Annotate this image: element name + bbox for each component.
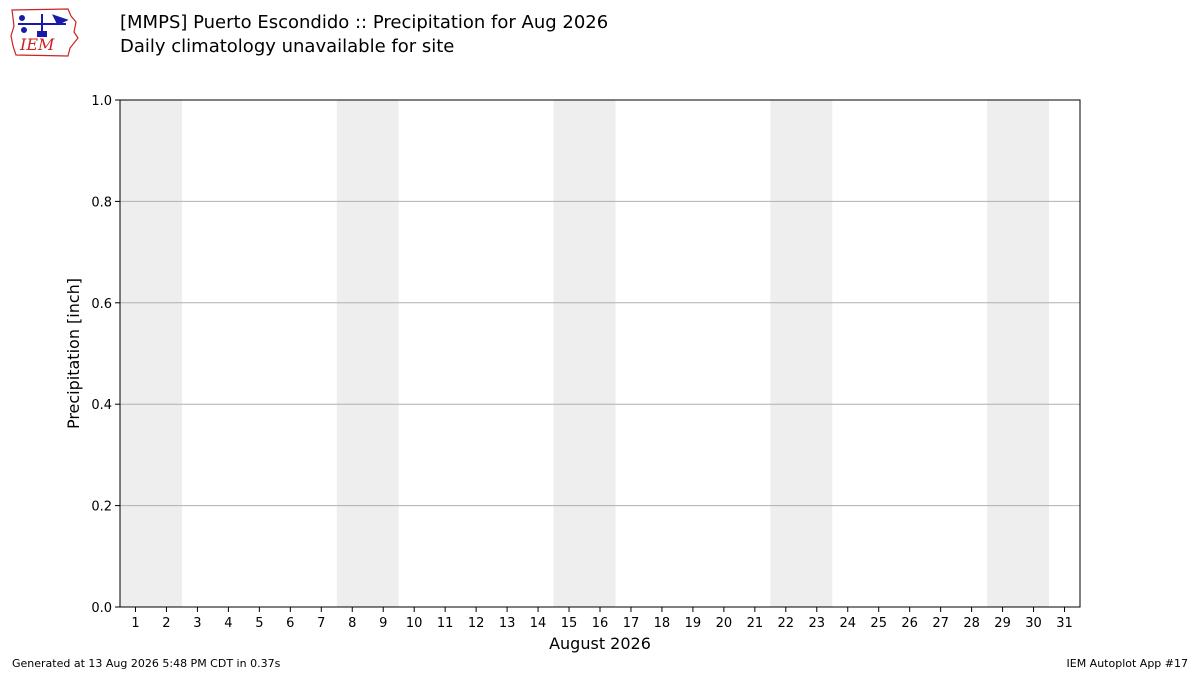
weekend-band-2 xyxy=(553,100,616,607)
weekend-band-1 xyxy=(336,100,399,607)
y-tick-label: 0.6 xyxy=(91,297,112,312)
x-tick-label: 12 xyxy=(468,616,485,631)
x-tick-label: 31 xyxy=(1056,616,1073,631)
x-tick-label: 27 xyxy=(932,616,949,631)
iowa-outline-icon xyxy=(10,8,79,57)
x-tick-label: 30 xyxy=(1025,616,1042,631)
chart-subtitle: Daily climatology unavailable for site xyxy=(120,36,455,57)
y-tick-label: 1.0 xyxy=(91,94,112,109)
x-axis: 1 2 3 4 5 6 7 8 9 10 11 12 13 14 15 16 17 18 19 20 21 22 23 24 2… xyxy=(131,607,1073,631)
generated-timestamp: Generated at 13 Aug 2026 5:48 PM CDT in … xyxy=(12,657,281,670)
y-axis: 0.0 0.2 0.4 0.6 0.8 1.0 xyxy=(91,94,120,616)
x-tick-label: 8 xyxy=(348,616,356,631)
x-tick-label: 21 xyxy=(747,616,764,631)
x-tick-label: 18 xyxy=(654,616,671,631)
y-axis-label: Precipitation [inch] xyxy=(64,278,83,429)
iem-logo: IEM xyxy=(10,8,79,57)
x-tick-label: 5 xyxy=(255,616,263,631)
weekend-band-3 xyxy=(770,100,833,607)
x-tick-label: 22 xyxy=(778,616,795,631)
y-tick-label: 0.2 xyxy=(91,500,112,515)
x-tick-label: 16 xyxy=(592,616,609,631)
weekend-band-4 xyxy=(987,100,1050,607)
x-tick-label: 1 xyxy=(131,616,139,631)
weekend-bands xyxy=(120,100,1050,607)
x-tick-label: 9 xyxy=(379,616,387,631)
y-tick-label: 0.0 xyxy=(91,601,112,616)
y-tick-label: 0.8 xyxy=(91,195,112,210)
x-tick-label: 23 xyxy=(809,616,826,631)
x-tick-label: 14 xyxy=(530,616,547,631)
x-tick-label: 25 xyxy=(870,616,887,631)
x-tick-label: 4 xyxy=(224,616,232,631)
weather-vane-icon xyxy=(18,14,69,37)
y-gridlines xyxy=(120,200,1080,507)
logo-text: IEM xyxy=(19,35,55,54)
x-tick-label: 20 xyxy=(716,616,733,631)
x-tick-label: 10 xyxy=(406,616,423,631)
x-tick-label: 13 xyxy=(499,616,516,631)
x-tick-label: 17 xyxy=(623,616,640,631)
chart-title: [MMPS] Puerto Escondido :: Precipitation… xyxy=(120,12,609,33)
x-tick-label: 29 xyxy=(994,616,1011,631)
autoplot-app-label: IEM Autoplot App #17 xyxy=(1066,657,1189,670)
x-tick-label: 6 xyxy=(286,616,294,631)
x-axis-label: August 2026 xyxy=(549,634,651,653)
x-tick-label: 26 xyxy=(901,616,918,631)
x-tick-label: 7 xyxy=(317,616,325,631)
x-tick-label: 2 xyxy=(162,616,170,631)
x-tick-label: 11 xyxy=(437,616,454,631)
x-tick-label: 19 xyxy=(685,616,702,631)
x-tick-label: 24 xyxy=(839,616,856,631)
x-tick-label: 15 xyxy=(561,616,578,631)
x-tick-label: 28 xyxy=(963,616,980,631)
weekend-band-0 xyxy=(120,100,182,607)
x-tick-label: 3 xyxy=(193,616,201,631)
y-tick-label: 0.4 xyxy=(91,398,112,413)
